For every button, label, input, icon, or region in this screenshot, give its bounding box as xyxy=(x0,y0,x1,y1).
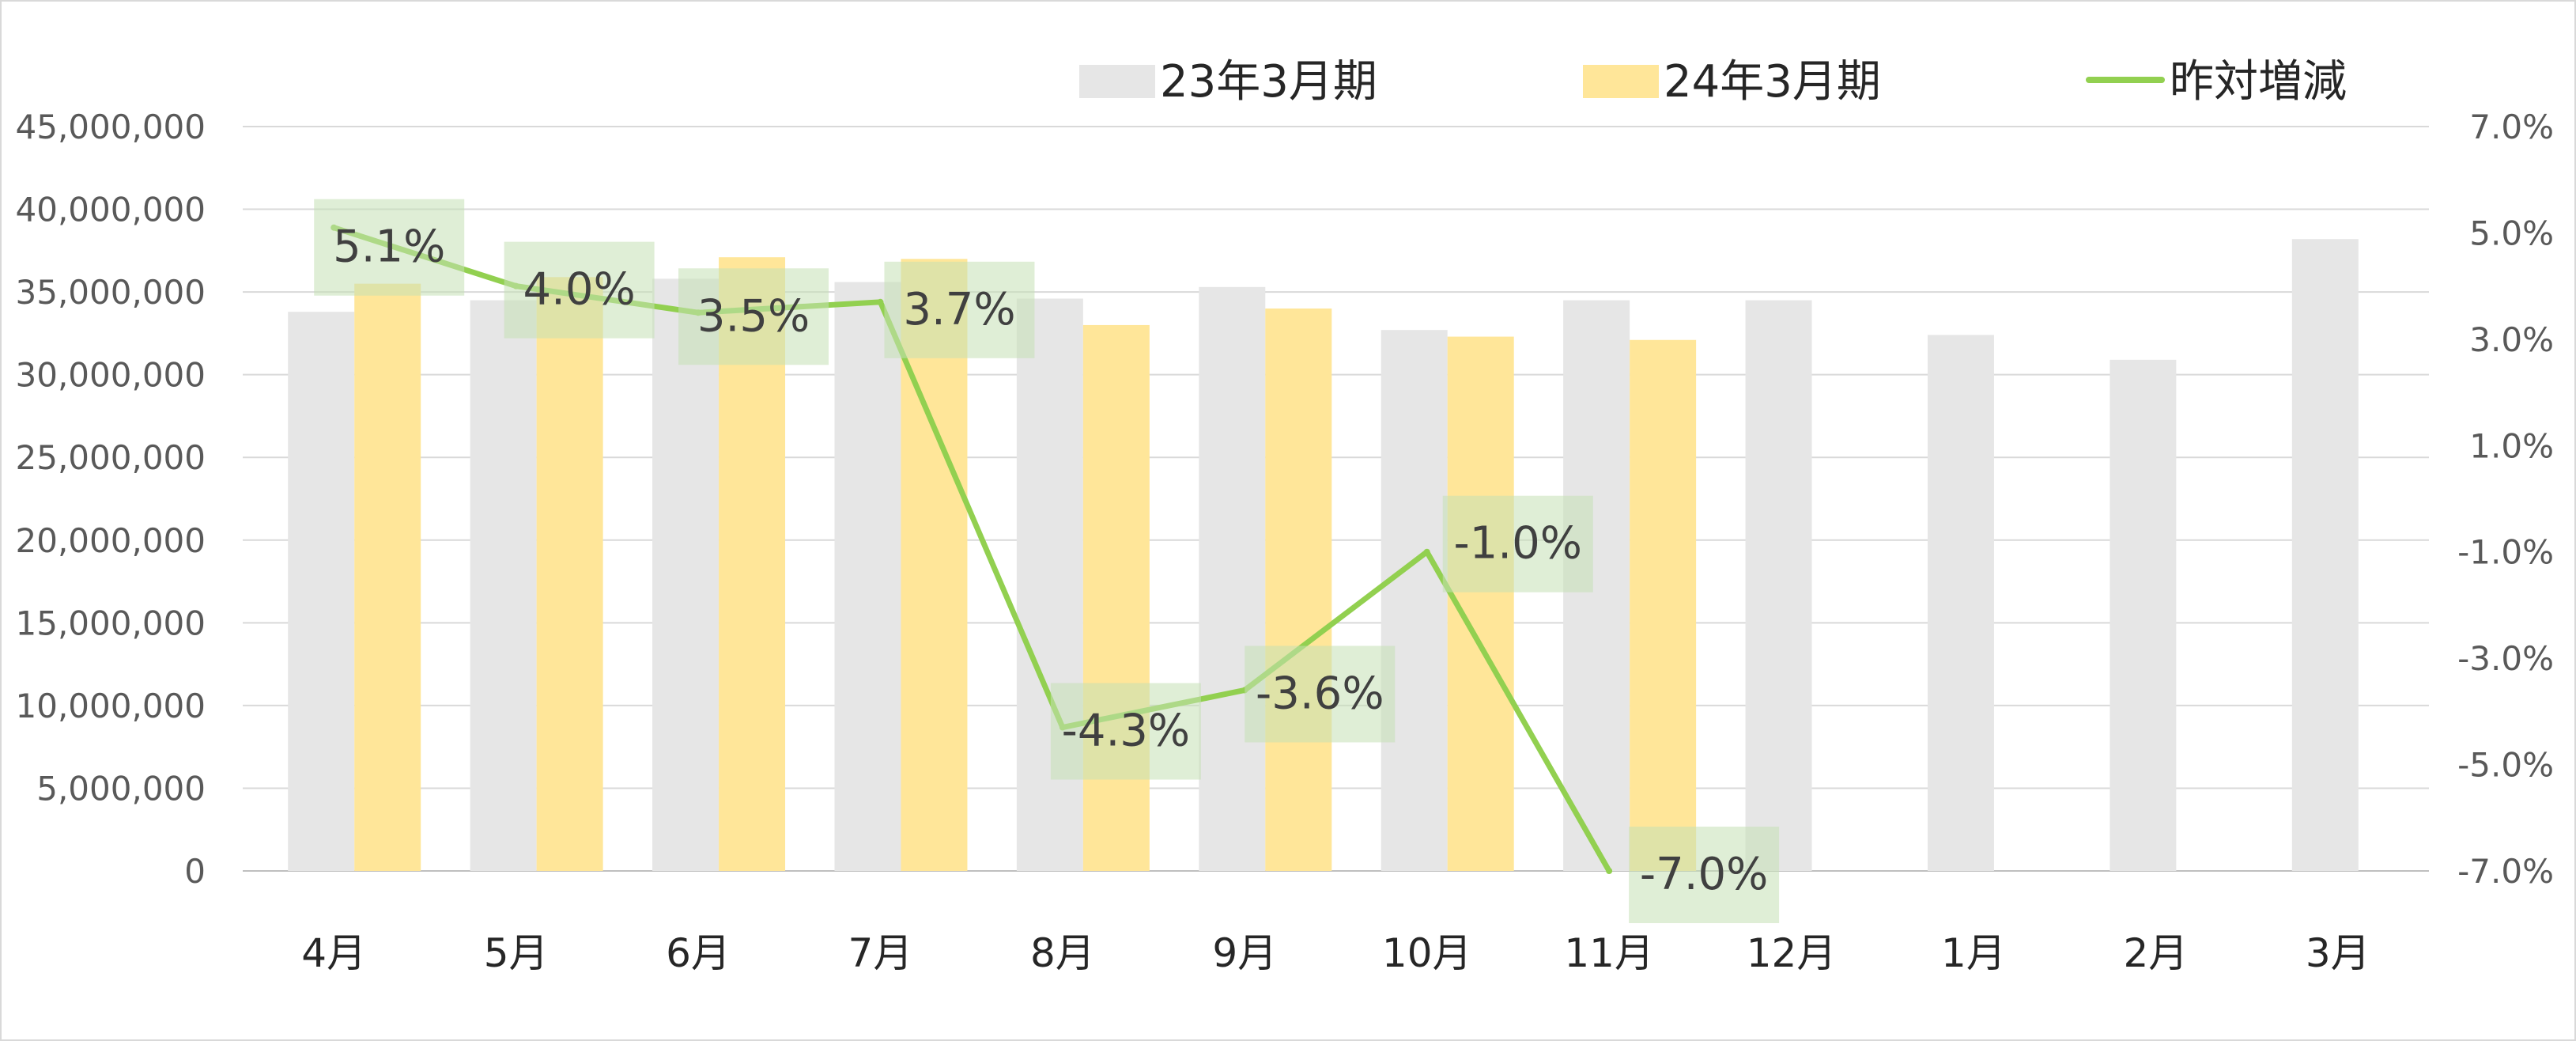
x-tick-label: 8月 xyxy=(1030,930,1095,976)
x-tick-label: 7月 xyxy=(848,930,913,976)
y-left-tick-label: 40,000,000 xyxy=(16,191,206,229)
bar-23-3 xyxy=(652,278,720,872)
yoy-point-4 xyxy=(877,298,884,305)
legend-label: 昨対増減 xyxy=(2170,56,2347,108)
yoy-point-8 xyxy=(1606,868,1613,874)
y-left-tick-label: 5,000,000 xyxy=(36,769,206,808)
legend: 23年3月期 24年3月期 昨対増減 xyxy=(1079,56,2347,108)
y-right-tick-label: 1.0% xyxy=(2469,426,2554,465)
bar-23-12 xyxy=(2291,239,2359,871)
data-labels: 5.1% 4.0% 3.5% 3.7% -4.3% -3.6% -1.0% -7.0% xyxy=(314,199,1780,923)
x-tick-label: 9月 xyxy=(1212,930,1277,976)
data-label: 4.0% xyxy=(523,264,635,316)
y-left-tick-label: 0 xyxy=(184,852,206,891)
data-label: -1.0% xyxy=(1453,518,1581,570)
bar-23-11 xyxy=(2110,359,2177,871)
x-tick-label: 11月 xyxy=(1564,930,1654,976)
bar-24-2 xyxy=(536,277,603,871)
data-label-box xyxy=(678,268,829,365)
bar-23-9 xyxy=(1745,300,1812,872)
bar-24-5 xyxy=(1082,324,1150,871)
bar-23-6 xyxy=(1199,286,1266,871)
y-right-tick-label: 7.0% xyxy=(2469,108,2554,146)
y-left-tick-label: 30,000,000 xyxy=(16,356,206,395)
data-label: -3.6% xyxy=(1256,668,1384,719)
y-right-tick-label: 3.0% xyxy=(2469,320,2554,359)
x-tick-label: 5月 xyxy=(484,930,549,976)
data-label: -7.0% xyxy=(1640,849,1768,900)
legend-swatch xyxy=(1079,65,1155,98)
data-label: 5.1% xyxy=(333,221,445,273)
x-tick-label: 4月 xyxy=(301,930,366,976)
data-label: 3.5% xyxy=(697,290,810,342)
y-right-tick-label: -7.0% xyxy=(2457,852,2554,891)
y-left-tick-label: 45,000,000 xyxy=(16,108,206,146)
x-tick-label: 12月 xyxy=(1747,930,1837,976)
bar-24-8 xyxy=(1630,339,1697,872)
bar-24-1 xyxy=(354,283,421,872)
bar-23-4 xyxy=(834,282,901,871)
data-label-box xyxy=(1442,495,1593,592)
y-left-tick-label: 10,000,000 xyxy=(16,687,206,725)
data-label: -4.3% xyxy=(1062,706,1190,757)
y-right-tick-label: 5.0% xyxy=(2469,214,2554,252)
y-axis-left: 0 5,000,000 10,000,000 15,000,000 20,000,000… xyxy=(16,108,206,891)
y-left-tick-label: 15,000,000 xyxy=(16,604,206,642)
data-label-box xyxy=(1629,827,1780,923)
yoy-point-7 xyxy=(1423,548,1430,555)
y-left-tick-label: 25,000,000 xyxy=(16,438,206,477)
legend-label: 23年3月期 xyxy=(1160,56,1377,108)
x-tick-label: 6月 xyxy=(666,930,731,976)
y-right-tick-label: -3.0% xyxy=(2457,639,2554,678)
data-label: 3.7% xyxy=(903,284,1015,335)
x-axis: 4月 5月 6月 7月 8月 9月 10月 11月 12月 1月 2月 3月 xyxy=(301,930,2370,976)
x-tick-label: 1月 xyxy=(1941,930,2006,976)
y-right-tick-label: -5.0% xyxy=(2457,746,2554,785)
data-label-box xyxy=(1245,645,1396,743)
y-axis-right: -7.0% -5.0% -3.0% -1.0% 1.0% 3.0% 5.0% 7.0% xyxy=(2457,108,2554,891)
data-label-box xyxy=(1050,683,1201,780)
x-tick-label: 10月 xyxy=(1382,930,1472,976)
x-tick-label: 3月 xyxy=(2306,930,2370,976)
legend-swatch xyxy=(1583,65,1659,98)
legend-label: 24年3月期 xyxy=(1664,56,1881,108)
bar-24-6 xyxy=(1265,309,1332,871)
bars xyxy=(288,239,2359,872)
data-label-box xyxy=(504,241,655,339)
bar-23-10 xyxy=(1927,335,1994,872)
data-label-box xyxy=(314,199,465,296)
y-left-tick-label: 20,000,000 xyxy=(16,521,206,560)
y-right-tick-label: -1.0% xyxy=(2457,533,2554,572)
data-label-box xyxy=(884,261,1035,358)
bar-23-5 xyxy=(1016,298,1083,871)
bar-23-7 xyxy=(1381,330,1448,871)
x-tick-label: 2月 xyxy=(2123,930,2188,976)
bar-23-2 xyxy=(470,300,537,872)
y-left-tick-label: 35,000,000 xyxy=(16,273,206,312)
bar-23-1 xyxy=(288,312,355,871)
bar-24-4 xyxy=(901,259,968,871)
gridlines xyxy=(243,126,2429,872)
